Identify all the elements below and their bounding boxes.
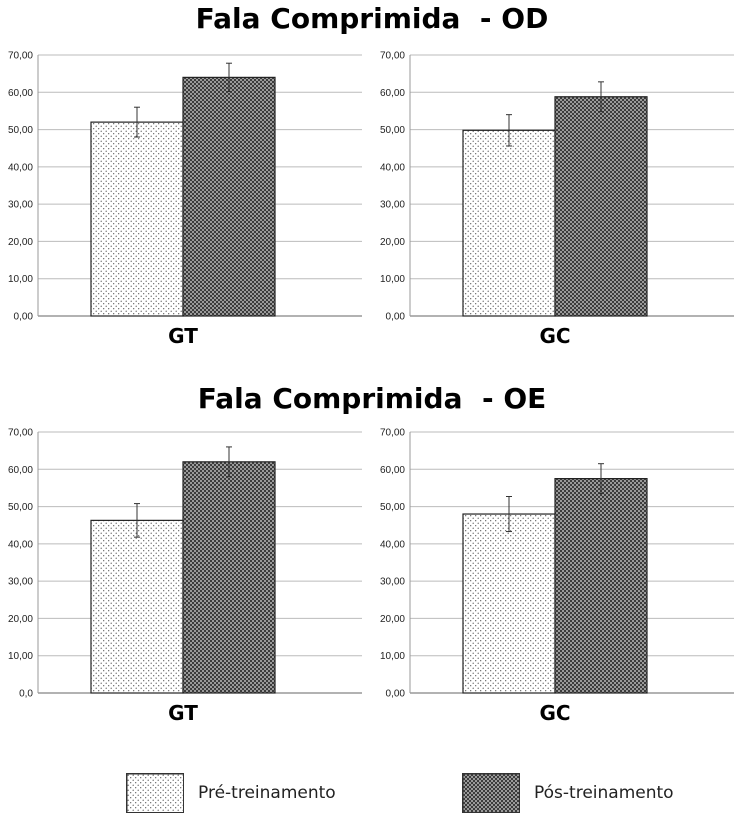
chart-od-gt: 0,00 10,00 20,00 30,00 40,00 50,00 60,00 70,00 G… <box>0 45 365 355</box>
y-tick-label: 40,00 <box>380 539 405 550</box>
category-label: GC <box>539 701 570 725</box>
y-tick-label: 60,00 <box>380 88 405 99</box>
error-bar <box>226 62 232 93</box>
error-bar <box>598 463 604 495</box>
legend-pre: Pré-treinamento <box>126 772 336 814</box>
y-tick-label: 60,00 <box>8 88 33 99</box>
category-label: GC <box>539 324 570 348</box>
error-bar <box>226 446 232 478</box>
y-tick-label: 0,00 <box>14 312 34 323</box>
y-tick-label: 30,00 <box>8 200 33 211</box>
bar-pre <box>90 121 184 317</box>
y-tick-label: 10,00 <box>8 274 33 285</box>
y-tick-label: 10,00 <box>380 651 405 662</box>
y-tick-label: 60,00 <box>380 465 405 476</box>
y-tick-label: 0,0 <box>19 689 33 700</box>
category-label: GT <box>168 701 198 725</box>
chart-oe-gt: 0,0 10,00 20,00 30,00 40,00 50,00 60,00 70,00 GT <box>0 422 365 732</box>
bar-pre <box>462 129 556 317</box>
y-tick-label: 30,00 <box>380 200 405 211</box>
y-tick-label: 70,00 <box>8 428 33 439</box>
y-tick-label: 10,00 <box>380 274 405 285</box>
y-tick-label: 70,00 <box>380 428 405 439</box>
error-bar <box>506 114 512 147</box>
y-tick-label: 20,00 <box>8 237 33 248</box>
error-bar <box>134 106 140 138</box>
y-tick-label: 20,00 <box>380 237 405 248</box>
bar-pos <box>554 478 648 694</box>
section-title-oe: Fala Comprimida - OE <box>197 382 547 415</box>
y-tick-label: 50,00 <box>380 502 405 513</box>
y-tick-label: 70,00 <box>380 51 405 62</box>
y-tick-label: 40,00 <box>8 162 33 173</box>
bar-pre <box>462 513 556 694</box>
y-tick-label: 20,00 <box>8 614 33 625</box>
y-tick-label: 60,00 <box>8 465 33 476</box>
error-bar <box>134 503 140 538</box>
bar-pos <box>182 76 276 317</box>
y-tick-label: 10,00 <box>8 651 33 662</box>
legend-swatch-pre <box>126 773 184 813</box>
y-tick-label: 50,00 <box>8 502 33 513</box>
legend-label-pos: Pós-treinamento <box>534 783 674 803</box>
y-tick-label: 50,00 <box>380 125 405 136</box>
chart-oe-gc: 0,00 10,00 20,00 30,00 40,00 50,00 60,00 70,00 G… <box>372 422 737 732</box>
y-tick-label: 30,00 <box>380 577 405 588</box>
y-tick-label: 50,00 <box>8 125 33 136</box>
y-tick-label: 40,00 <box>8 539 33 550</box>
legend-pos: Pós-treinamento <box>462 772 674 814</box>
error-bar <box>598 81 604 113</box>
bar-pos <box>182 461 276 694</box>
y-tick-label: 20,00 <box>380 614 405 625</box>
section-title-od: Fala Comprimida - OD <box>195 2 549 35</box>
error-bar <box>506 496 512 533</box>
bar-pos <box>554 96 648 317</box>
chart-od-gc: 0,00 10,00 20,00 30,00 40,00 50,00 60,00 70,00 G… <box>372 45 737 355</box>
legend-swatch-pos <box>462 773 520 813</box>
bar-pre <box>90 519 184 694</box>
legend-label-pre: Pré-treinamento <box>198 783 336 803</box>
y-tick-label: 40,00 <box>380 162 405 173</box>
category-label: GT <box>168 324 198 348</box>
y-tick-label: 0,00 <box>386 689 406 700</box>
y-tick-label: 0,00 <box>386 312 406 323</box>
y-tick-label: 30,00 <box>8 577 33 588</box>
y-tick-label: 70,00 <box>8 51 33 62</box>
